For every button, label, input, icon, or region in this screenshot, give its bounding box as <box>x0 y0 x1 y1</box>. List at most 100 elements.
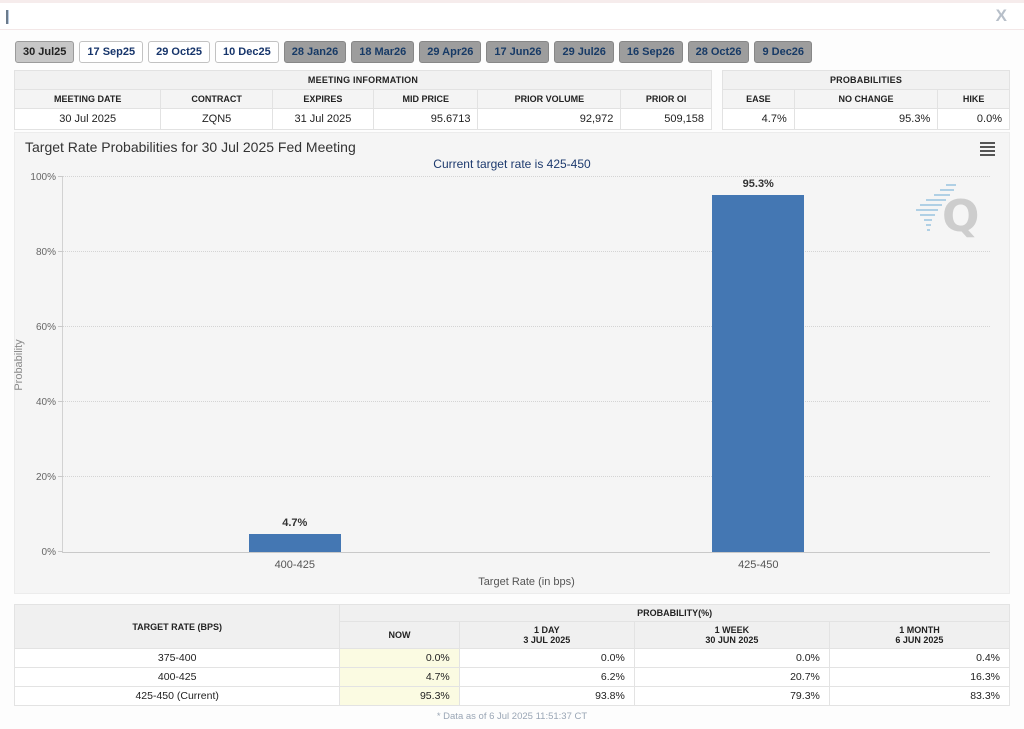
gridline <box>63 326 990 327</box>
svg-text:Q: Q <box>942 191 979 239</box>
probability-history-table: TARGET RATE (BPS) PROBABILITY(%) NOW 1 DA… <box>13 604 1011 706</box>
meeting-information-table: MEETING INFORMATION MEETING DATE CONTRACT… <box>13 70 712 130</box>
probability-cell: 93.8% <box>458 686 635 706</box>
hist-sub-header-date: 3 JUL 2025 <box>523 635 571 645</box>
probability-cell: 6.2% <box>458 667 635 687</box>
probability-cell: 83.3% <box>828 686 1011 706</box>
meeting-col-header: CONTRACT <box>160 89 273 109</box>
meeting-col-header: MEETING DATE <box>13 89 162 109</box>
hist-sub-header-title: 1 WEEK <box>714 625 750 635</box>
hist-sub-header: 1 DAY 3 JUL 2025 <box>458 621 635 649</box>
y-tickmark <box>58 401 63 402</box>
hist-sub-header-title: 1 DAY <box>533 625 560 635</box>
hist-header-row-2: NOW 1 DAY 3 JUL 2025 1 WEEK 30 JUN 2025 1 MON… <box>15 621 1011 649</box>
table-row: 400-425 4.7% 6.2% 20.7% 16.3% <box>13 667 1011 687</box>
chart-menu-icon[interactable] <box>980 142 995 158</box>
y-tickmark <box>58 251 63 252</box>
close-button[interactable]: X <box>995 6 1007 25</box>
tab-29-oct25[interactable]: 29 Oct25 <box>148 41 210 63</box>
probabilities-values: 4.7% 95.3% 0.0% <box>722 108 1010 130</box>
meeting-tabs: 30 Jul25 17 Sep25 29 Oct25 10 Dec25 28 Jan26… <box>0 30 1024 70</box>
y-tick-label: 100% <box>30 172 56 183</box>
meeting-value: 92,972 <box>477 108 622 130</box>
hist-sub-header: 1 WEEK 30 JUN 2025 <box>633 621 830 649</box>
probability-cell: 0.0% <box>633 648 830 668</box>
tab-9-dec26[interactable]: 9 Dec26 <box>754 41 813 63</box>
probabilities-table: PROBABILITIES EASE NO CHANGE HIKE 4.7% 95.3… <box>722 70 1010 130</box>
prob-value: 4.7% <box>722 108 795 130</box>
meeting-value: 31 Jul 2025 <box>271 108 374 130</box>
tab-18-mar26[interactable]: 18 Mar26 <box>351 41 415 63</box>
hist-body: 375-400 0.0% 0.0% 0.0% 0.4% 400-425 4.7% 6.2% 20… <box>13 648 1011 706</box>
text-cursor <box>6 10 9 24</box>
probability-cell: 0.0% <box>458 648 635 668</box>
probability-group-header: PROBABILITY(%) <box>339 604 1010 622</box>
meeting-col-header: PRIOR OI <box>620 89 712 109</box>
meeting-value: ZQN5 <box>160 108 273 130</box>
prob-value: 95.3% <box>793 108 939 130</box>
hist-sub-header: 1 MONTH 6 JUN 2025 <box>828 621 1011 649</box>
tab-17-jun26[interactable]: 17 Jun26 <box>486 41 550 63</box>
prob-col-header: EASE <box>722 89 795 109</box>
y-tick-label: 0% <box>41 547 56 558</box>
chart-subtitle: Current target rate is 425-450 <box>433 157 591 171</box>
hist-sub-header: NOW <box>339 621 460 649</box>
tab-16-sep26[interactable]: 16 Sep26 <box>618 41 683 63</box>
x-category-label: 425-450 <box>738 559 779 571</box>
target-rate-cell: 425-450 (Current) <box>13 686 341 706</box>
meeting-value: 30 Jul 2025 <box>13 108 162 130</box>
tab-29-jul26[interactable]: 29 Jul26 <box>554 41 614 63</box>
probability-cell: 4.7% <box>339 667 460 687</box>
y-tick-label: 80% <box>35 247 56 258</box>
target-rate-bps-header: TARGET RATE (BPS) <box>13 604 341 649</box>
meeting-information-values: 30 Jul 2025 ZQN5 31 Jul 2025 95.6713 92,972 5… <box>13 108 712 130</box>
meeting-col-header: MID PRICE <box>372 89 479 109</box>
tab-30-jul25[interactable]: 30 Jul25 <box>15 41 75 63</box>
bar-value-label: 4.7% <box>282 517 308 530</box>
chart-title: Target Rate Probabilities for 30 Jul 202… <box>25 139 356 155</box>
tab-17-sep25[interactable]: 17 Sep25 <box>79 41 144 63</box>
table-row: 375-400 0.0% 0.0% 0.0% 0.4% <box>13 648 1011 668</box>
probability-cell: 95.3% <box>339 686 460 706</box>
meeting-value: 509,158 <box>620 108 712 130</box>
y-tickmark <box>58 551 63 552</box>
gridline <box>63 476 990 477</box>
hist-sub-header-title: NOW <box>388 630 411 640</box>
y-tick-label: 60% <box>35 322 56 333</box>
y-tickmark <box>58 176 63 177</box>
probability-cell: 16.3% <box>828 667 1011 687</box>
target-rate-cell: 400-425 <box>13 667 341 687</box>
gridline <box>63 176 990 177</box>
hist-sub-header-date: 6 JUN 2025 <box>895 635 944 645</box>
x-category-label: 400-425 <box>274 559 315 571</box>
prob-col-header: NO CHANGE <box>793 89 939 109</box>
probability-bar <box>712 194 805 552</box>
tab-29-apr26[interactable]: 29 Apr26 <box>419 41 482 63</box>
probability-cell: 0.0% <box>339 648 460 668</box>
y-tick-label: 40% <box>35 397 56 408</box>
tab-28-oct26[interactable]: 28 Oct26 <box>687 41 750 63</box>
target-rate-chart: Target Rate Probabilities for 30 Jul 202… <box>13 132 1010 594</box>
probability-cell: 0.4% <box>828 648 1011 668</box>
y-tick-label: 20% <box>35 472 56 483</box>
tab-10-dec25[interactable]: 10 Dec25 <box>215 41 279 63</box>
y-axis-title: Probability <box>13 338 25 391</box>
probability-cell: 79.3% <box>633 686 830 706</box>
probabilities-title: PROBABILITIES <box>722 70 1010 90</box>
table-row: 425-450 (Current) 95.3% 93.8% 79.3% 83.3% <box>13 686 1011 706</box>
header-input[interactable]: X <box>0 0 1024 30</box>
probability-bar <box>248 534 341 552</box>
meeting-information-title: MEETING INFORMATION <box>14 70 712 90</box>
meeting-col-header: PRIOR VOLUME <box>477 89 622 109</box>
hist-sub-header-date: 30 JUN 2025 <box>705 635 759 645</box>
y-tickmark <box>58 326 63 327</box>
hist-header-row-1: TARGET RATE (BPS) PROBABILITY(%) <box>13 604 1010 649</box>
gridline <box>63 401 990 402</box>
prob-col-header: HIKE <box>937 89 1010 109</box>
prob-value: 0.0% <box>937 108 1010 130</box>
chart-plot-area: Probability Target Rate (in bps) Q 0% 20%… <box>13 172 990 588</box>
x-axis-title: Target Rate (in bps) <box>478 576 575 588</box>
summary-tables: MEETING INFORMATION MEETING DATE CONTRACT… <box>0 70 1024 130</box>
meeting-col-header: EXPIRES <box>271 89 374 109</box>
tab-28-jan26[interactable]: 28 Jan26 <box>283 41 347 63</box>
